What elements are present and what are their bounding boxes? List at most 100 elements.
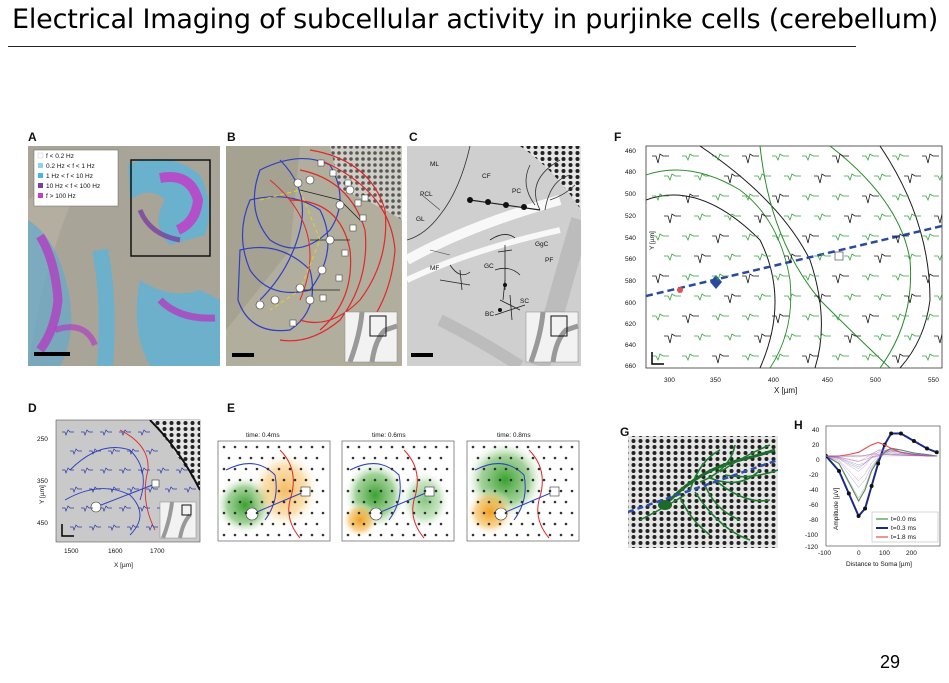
- svg-text:300: 300: [664, 377, 675, 384]
- electrode-dot: [315, 456, 319, 460]
- electrode-dot: [509, 522, 513, 526]
- waveform-trace: [772, 273, 789, 282]
- svg-text:-20: -20: [809, 472, 819, 479]
- waveform-trace: [138, 429, 150, 437]
- waveform-trace: [874, 253, 891, 264]
- data-point: [863, 506, 868, 511]
- electrode-dot: [498, 456, 502, 460]
- electrode-dot: [379, 489, 383, 493]
- svg-text:-100: -100: [805, 532, 818, 539]
- electrode-dot: [299, 511, 303, 515]
- ghost-trace: [826, 448, 937, 469]
- waveform-trace: [862, 273, 879, 282]
- svg-text:520: 520: [625, 213, 636, 220]
- panel-a-label: A: [28, 130, 37, 144]
- electrode-dot: [570, 445, 574, 449]
- electrode-dot: [553, 522, 557, 526]
- page-number: 29: [880, 652, 901, 672]
- electrode-dot: [471, 533, 475, 537]
- waveform-trace: [802, 273, 819, 282]
- electrode-dot: [428, 478, 432, 482]
- electrode-dot: [321, 511, 325, 515]
- panel-d-label: D: [28, 401, 37, 415]
- electrode-dot: [434, 467, 438, 471]
- electrode-dot: [249, 456, 253, 460]
- electrode-dot: [373, 456, 377, 460]
- electrode-dot: [515, 533, 519, 537]
- electrode-dot: [351, 478, 355, 482]
- waveform-trace: [146, 524, 158, 532]
- electrode-dot: [504, 489, 508, 493]
- svg-text:540: 540: [625, 235, 636, 242]
- electrode-dot: [537, 511, 541, 515]
- electrode-dot: [548, 511, 552, 515]
- svg-text:250: 250: [37, 436, 48, 443]
- waveform-trace: [652, 193, 669, 202]
- waveform-trace: [62, 505, 74, 513]
- waveform-trace: [742, 313, 759, 322]
- electrode-dot: [373, 500, 377, 504]
- electrode-dot: [390, 489, 394, 493]
- electrode-dot: [428, 456, 432, 460]
- electrode-dot: [277, 533, 281, 537]
- waveform-trace: [802, 233, 819, 244]
- svg-text:GL: GL: [416, 216, 425, 223]
- electrode-dot: [222, 489, 226, 493]
- waveform-trace: [652, 153, 669, 164]
- waveform-trace: [682, 313, 699, 324]
- electrode-dot: [233, 467, 237, 471]
- electrode-dot: [570, 533, 574, 537]
- panel-b-electrodes: [255, 159, 369, 327]
- waveform-trace: [934, 253, 942, 262]
- waveform-trace: [934, 333, 942, 344]
- electrode-dot: [304, 500, 308, 504]
- electrode-dot: [379, 445, 383, 449]
- waveform-trace: [862, 313, 879, 324]
- electrode-dot: [493, 533, 497, 537]
- data-point: [924, 446, 929, 451]
- electrode-dot: [384, 478, 388, 482]
- electrode-dot: [346, 511, 350, 515]
- electrode-dot: [310, 467, 314, 471]
- waveform-trace: [772, 153, 789, 162]
- panel-c: C ML PCL GL MF CF PC GgC: [407, 130, 581, 366]
- electrode-dot: [390, 533, 394, 537]
- panel-e-frame-time: time: 0.6ms: [372, 432, 406, 439]
- panel-b: B: [226, 130, 402, 366]
- waveform-trace: [754, 293, 771, 302]
- svg-text:350: 350: [37, 478, 48, 485]
- waveform-trace: [81, 467, 93, 475]
- waveform-trace: [682, 353, 699, 362]
- electrode-dot: [520, 500, 524, 504]
- electrode-dot: [471, 489, 475, 493]
- waveform-trace: [742, 353, 759, 362]
- waveform-trace: [922, 153, 939, 164]
- electrode-dot: [504, 533, 508, 537]
- waveform-trace: [844, 333, 861, 344]
- panel-g: G: [620, 425, 778, 548]
- svg-text:0: 0: [816, 457, 820, 464]
- electrode-dot: [266, 533, 270, 537]
- waveform-trace: [832, 153, 849, 164]
- electrode-dot: [260, 478, 264, 482]
- electrode-dot: [362, 500, 366, 504]
- electrode-dot: [277, 467, 281, 471]
- electrode-dot: [233, 511, 237, 515]
- electrode-dot: [471, 467, 475, 471]
- electrode-dot: [548, 489, 552, 493]
- electrode-dot: [293, 478, 297, 482]
- ghost-trace: [826, 454, 937, 457]
- svg-text:460: 460: [625, 148, 636, 155]
- electrode-dot: [255, 467, 259, 471]
- waveform-trace: [904, 213, 921, 222]
- electrode-dot: [548, 467, 552, 471]
- electrode-dot: [395, 478, 399, 482]
- waveform-trace: [784, 253, 801, 264]
- electrode-dot: [412, 445, 416, 449]
- waveform-trace: [100, 429, 112, 437]
- electrode-dot: [526, 489, 530, 493]
- electrode-dot: [288, 489, 292, 493]
- panel-h-legend-entry: t=1.8 ms: [876, 534, 917, 541]
- waveform-trace: [922, 273, 939, 284]
- electrode-dot: [564, 522, 568, 526]
